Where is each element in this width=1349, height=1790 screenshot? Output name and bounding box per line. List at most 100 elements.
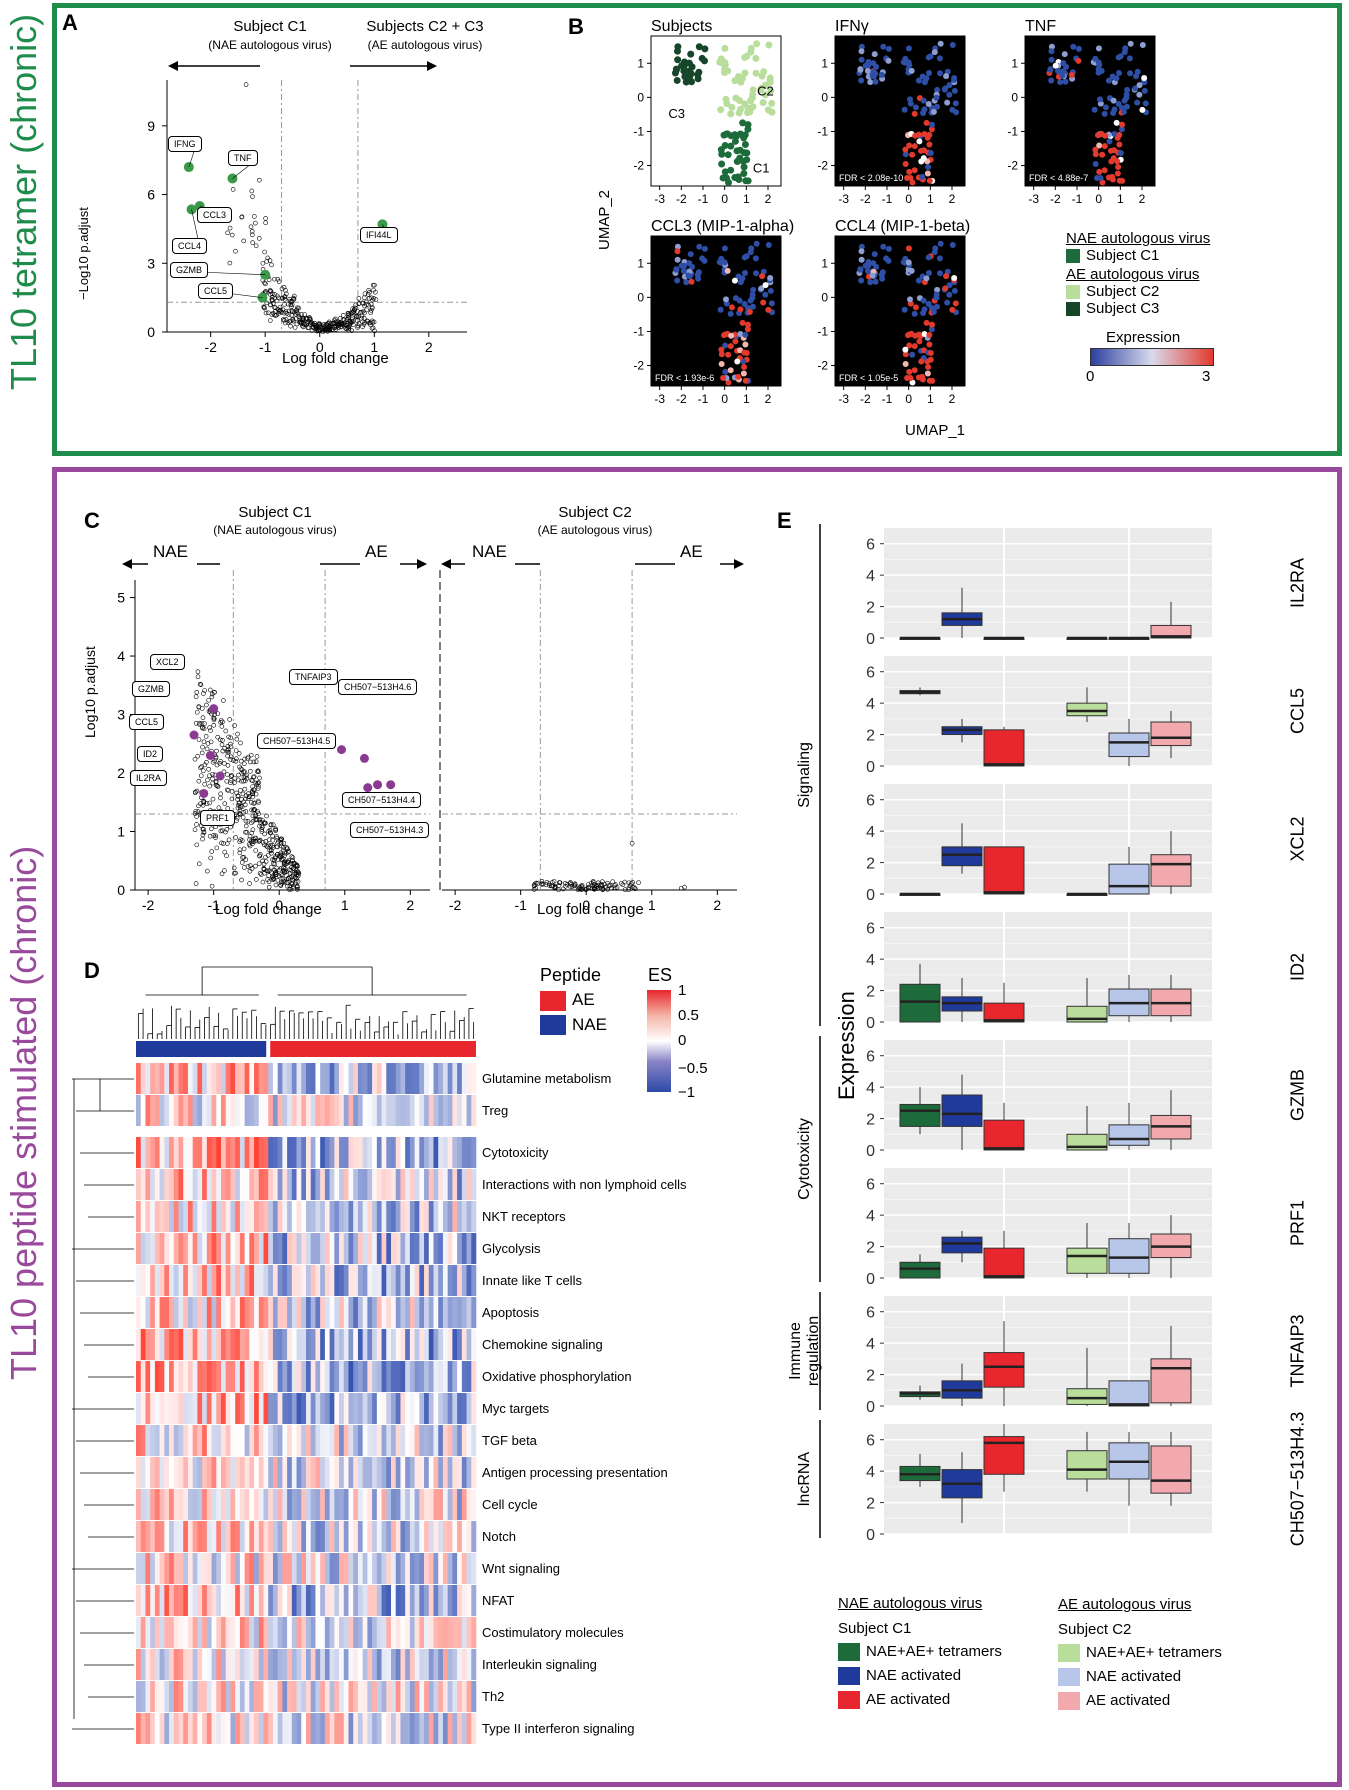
umap-cell-point xyxy=(1115,164,1122,171)
d-cell xyxy=(391,1095,397,1126)
d-cell xyxy=(324,1297,330,1328)
d-cell xyxy=(438,1553,444,1584)
c-point xyxy=(295,884,300,890)
panel-c-nae-right: NAE xyxy=(472,542,507,561)
d-cell xyxy=(442,1585,448,1616)
c-point xyxy=(211,715,217,721)
d-cell xyxy=(287,1489,293,1520)
d-cell xyxy=(164,1233,170,1264)
d-cell xyxy=(357,1137,363,1168)
e-box xyxy=(1066,1247,1108,1274)
umap-cell-point xyxy=(1094,175,1101,182)
umap-cell-point xyxy=(752,69,760,77)
d-cell xyxy=(457,1585,463,1616)
c-point xyxy=(614,885,620,890)
d-cell xyxy=(419,1063,425,1094)
d-cell xyxy=(235,1169,241,1200)
umap-cell-point xyxy=(753,270,760,277)
d-cell xyxy=(178,1393,184,1424)
d-cell xyxy=(419,1553,425,1584)
d-cell xyxy=(235,1617,241,1648)
c-point xyxy=(238,788,243,793)
d-cell xyxy=(348,1617,354,1648)
d-cell xyxy=(216,1297,222,1328)
d-cell xyxy=(400,1201,406,1232)
a-point xyxy=(314,328,320,334)
d-cell xyxy=(296,1297,302,1328)
d-cell xyxy=(254,1489,260,1520)
umap-bg xyxy=(834,35,966,187)
umap-cell-point xyxy=(909,379,916,386)
d-cell xyxy=(192,1553,198,1584)
e-box xyxy=(941,1236,983,1254)
c-point xyxy=(632,886,638,892)
c-highlight-point xyxy=(386,780,396,790)
umap-cell-point xyxy=(727,132,735,140)
panel-e-legend-c2: AE autologous virus Subject C2 NAE+AE+ t… xyxy=(1058,1596,1222,1711)
umap-cell-point xyxy=(942,285,949,292)
c-point xyxy=(250,813,256,819)
d-cell xyxy=(419,1617,425,1648)
d-cell xyxy=(258,1361,264,1392)
d-cell xyxy=(154,1137,160,1168)
d-cell xyxy=(230,1063,236,1094)
d-cell xyxy=(334,1617,340,1648)
umap-cell-point xyxy=(929,321,936,328)
d-cell xyxy=(386,1553,392,1584)
c-point xyxy=(552,883,558,889)
e-gene-label: CCL5 xyxy=(1287,687,1308,735)
d-es-tick: 1 xyxy=(678,982,687,999)
d-cell xyxy=(291,1713,297,1744)
d-cell xyxy=(339,1393,345,1424)
d-cell xyxy=(140,1425,146,1456)
legend-e-c1-tet-swatch xyxy=(838,1643,860,1662)
d-cell xyxy=(230,1201,236,1232)
side-label-top: TL10 tetramer (chronic) xyxy=(3,13,44,390)
a-point xyxy=(279,309,284,315)
d-cell xyxy=(466,1361,472,1392)
umap-cell-point xyxy=(682,78,690,86)
d-es-tick: 0 xyxy=(678,1032,687,1049)
d-cell xyxy=(461,1201,467,1232)
c-point xyxy=(620,882,626,887)
d-cell xyxy=(343,1265,349,1296)
d-cell xyxy=(263,1393,269,1424)
umap-cell-point xyxy=(1111,130,1118,137)
d-cell xyxy=(452,1393,458,1424)
d-cell xyxy=(315,1297,321,1328)
d-cell xyxy=(169,1137,175,1168)
umap-cell-point xyxy=(937,70,944,77)
c-point xyxy=(295,879,301,884)
d-cell xyxy=(405,1521,411,1552)
c-point xyxy=(268,847,274,853)
e-ytick-label: 4 xyxy=(866,696,875,713)
d-cell xyxy=(230,1457,236,1488)
a-point xyxy=(291,318,296,324)
d-cell xyxy=(277,1265,283,1296)
d-cell xyxy=(197,1681,203,1712)
umap-cell-point xyxy=(858,243,865,250)
d-cell xyxy=(154,1329,160,1360)
d-cell xyxy=(343,1649,349,1680)
d-cell xyxy=(372,1457,378,1488)
d-cell xyxy=(372,1265,378,1296)
d-cell xyxy=(343,1617,349,1648)
d-cell xyxy=(258,1521,264,1552)
d-cell xyxy=(457,1553,463,1584)
c-point xyxy=(219,742,225,748)
d-cell xyxy=(339,1063,345,1094)
d-cell xyxy=(202,1137,208,1168)
d-cell xyxy=(395,1585,401,1616)
d-cell xyxy=(301,1201,307,1232)
c-callout-10: CH507−513H4.3 xyxy=(350,822,430,838)
c-point xyxy=(281,840,287,846)
c-point xyxy=(208,728,213,733)
d-cell xyxy=(353,1063,359,1094)
a-point xyxy=(365,319,371,324)
c-point xyxy=(236,794,241,799)
c-point xyxy=(273,882,279,888)
d-cell xyxy=(249,1521,255,1552)
a-point xyxy=(294,307,299,313)
a-callout-ccl3: CCL3 xyxy=(197,207,233,223)
d-cell xyxy=(310,1329,316,1360)
